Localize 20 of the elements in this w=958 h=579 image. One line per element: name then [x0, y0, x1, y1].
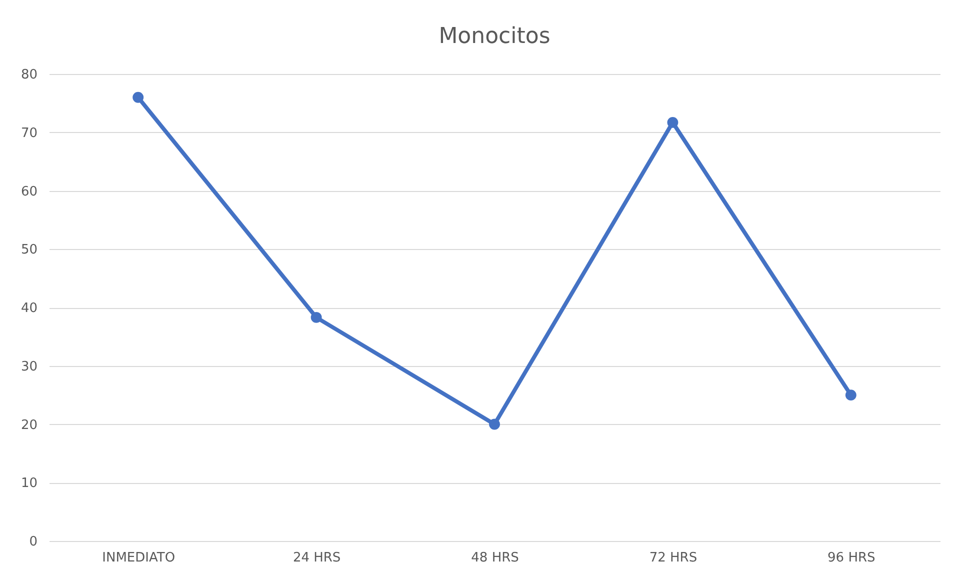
y-tick-label: 40: [20, 301, 38, 316]
y-tick-label: 0: [29, 534, 38, 550]
y-tick-label: 10: [20, 476, 38, 492]
x-tick-label: INMEDIATO: [102, 550, 176, 566]
point: [845, 390, 856, 401]
y-tick-label: 50: [20, 242, 38, 258]
x-tick-label: 72 HRS: [649, 550, 698, 566]
y-tick-label: 30: [20, 359, 38, 374]
x-tick-label: 96 HRS: [828, 550, 876, 566]
x-tick-label: 48 HRS: [471, 550, 519, 566]
point: [667, 116, 678, 128]
point: [132, 92, 144, 103]
y-tick-label: 20: [20, 418, 38, 433]
y-tick-label: 60: [20, 184, 38, 200]
y-tick-label: 80: [20, 68, 38, 82]
y-tick-label: 70: [20, 126, 38, 141]
chart-title: Monocitos: [438, 24, 550, 49]
point: [310, 312, 322, 323]
point: [489, 418, 500, 430]
x-tick-label: 24 HRS: [292, 550, 341, 566]
